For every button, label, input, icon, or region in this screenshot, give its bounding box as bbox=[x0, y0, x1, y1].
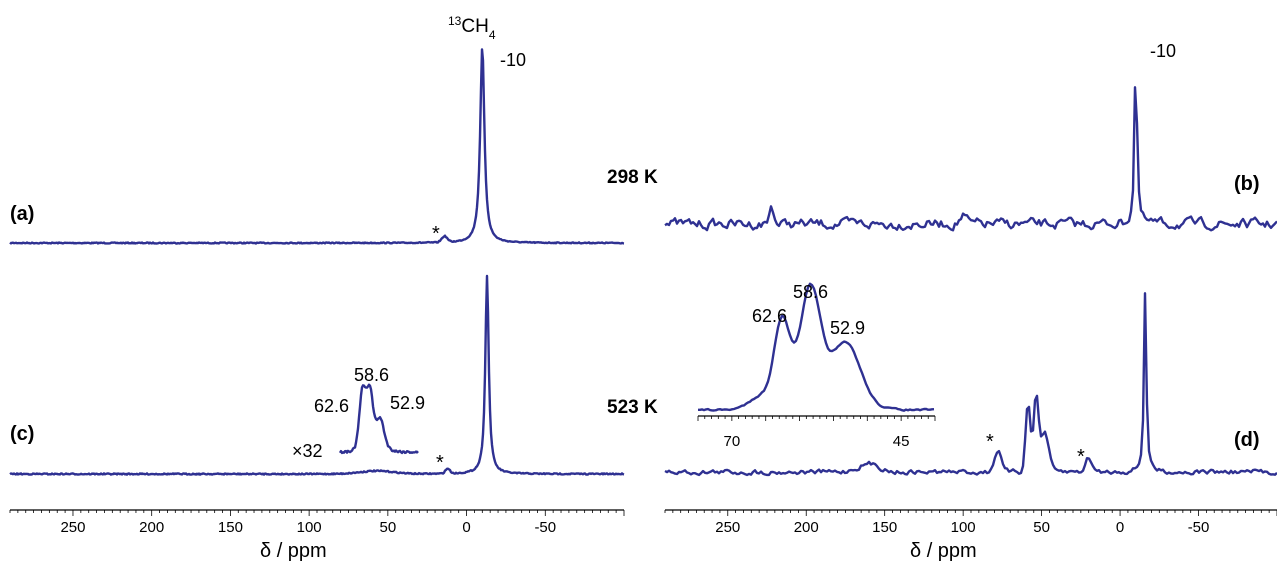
temperature-label-298: 298 K bbox=[607, 167, 658, 188]
x-axis-title-right: δ / ppm bbox=[910, 540, 977, 562]
x-axis-right: 250 200 150 100 50 0 -50 bbox=[664, 509, 1277, 536]
peak-label-c-58-6: 58.6 bbox=[354, 365, 389, 385]
left-axis-tick-label-5: 0 bbox=[462, 519, 470, 536]
scale-factor-label: ×32 bbox=[292, 441, 323, 461]
inset-tick-label-0: 70 bbox=[724, 433, 741, 450]
panel-label-a: (a) bbox=[10, 203, 34, 225]
sideband-c: * bbox=[436, 452, 444, 474]
x-axis-inset: 70 45 bbox=[697, 415, 936, 450]
peak-label-d-58-6: 58.6 bbox=[793, 282, 828, 302]
methane-label: 13CH4 bbox=[448, 14, 496, 42]
right-axis-tick-label-0: 250 bbox=[715, 519, 740, 536]
spectrum-trace-a bbox=[9, 48, 625, 245]
sideband-d-2: * bbox=[1077, 446, 1085, 468]
peak-label-a-main: -10 bbox=[500, 50, 526, 70]
panel-label-b: (b) bbox=[1234, 173, 1260, 195]
sideband-a: * bbox=[432, 223, 440, 245]
spectrum-trace-d bbox=[664, 292, 1277, 477]
spectrum-trace-c bbox=[9, 274, 625, 476]
sideband-d-1: * bbox=[986, 431, 994, 453]
right-axis-tick-label-4: 50 bbox=[1033, 519, 1050, 536]
peak-label-d-62-6: 62.6 bbox=[752, 306, 787, 326]
panel-label-c: (c) bbox=[10, 423, 34, 445]
peak-label-b-main: -10 bbox=[1150, 41, 1176, 61]
peak-label-d-52-9: 52.9 bbox=[830, 318, 865, 338]
left-axis-tick-label-0: 250 bbox=[60, 519, 85, 536]
right-axis-tick-label-6: -50 bbox=[1188, 519, 1210, 536]
spectrum-trace-c-inset bbox=[338, 383, 419, 455]
inset-tick-label-1: 45 bbox=[893, 433, 910, 450]
spectrum-trace-d-inset bbox=[698, 282, 935, 412]
left-axis-tick-label-3: 100 bbox=[297, 519, 322, 536]
spectrum-trace-b bbox=[664, 86, 1277, 232]
temperature-label-523: 523 K bbox=[607, 397, 658, 418]
right-axis-tick-label-5: 0 bbox=[1116, 519, 1124, 536]
x-axis-left: 250 200 150 100 50 0 -50 bbox=[9, 509, 625, 536]
x-axis-title-left: δ / ppm bbox=[260, 540, 327, 562]
right-axis-tick-label-1: 200 bbox=[794, 519, 819, 536]
right-axis-tick-label-2: 150 bbox=[872, 519, 897, 536]
left-axis-tick-label-1: 200 bbox=[139, 519, 164, 536]
left-axis-tick-label-2: 150 bbox=[218, 519, 243, 536]
left-axis-tick-label-6: -50 bbox=[534, 519, 556, 536]
left-axis-tick-label-4: 50 bbox=[380, 519, 397, 536]
peak-label-c-52-9: 52.9 bbox=[390, 393, 425, 413]
right-axis-tick-label-3: 100 bbox=[951, 519, 976, 536]
peak-label-c-62-6: 62.6 bbox=[314, 396, 349, 416]
panel-label-d: (d) bbox=[1234, 429, 1260, 451]
